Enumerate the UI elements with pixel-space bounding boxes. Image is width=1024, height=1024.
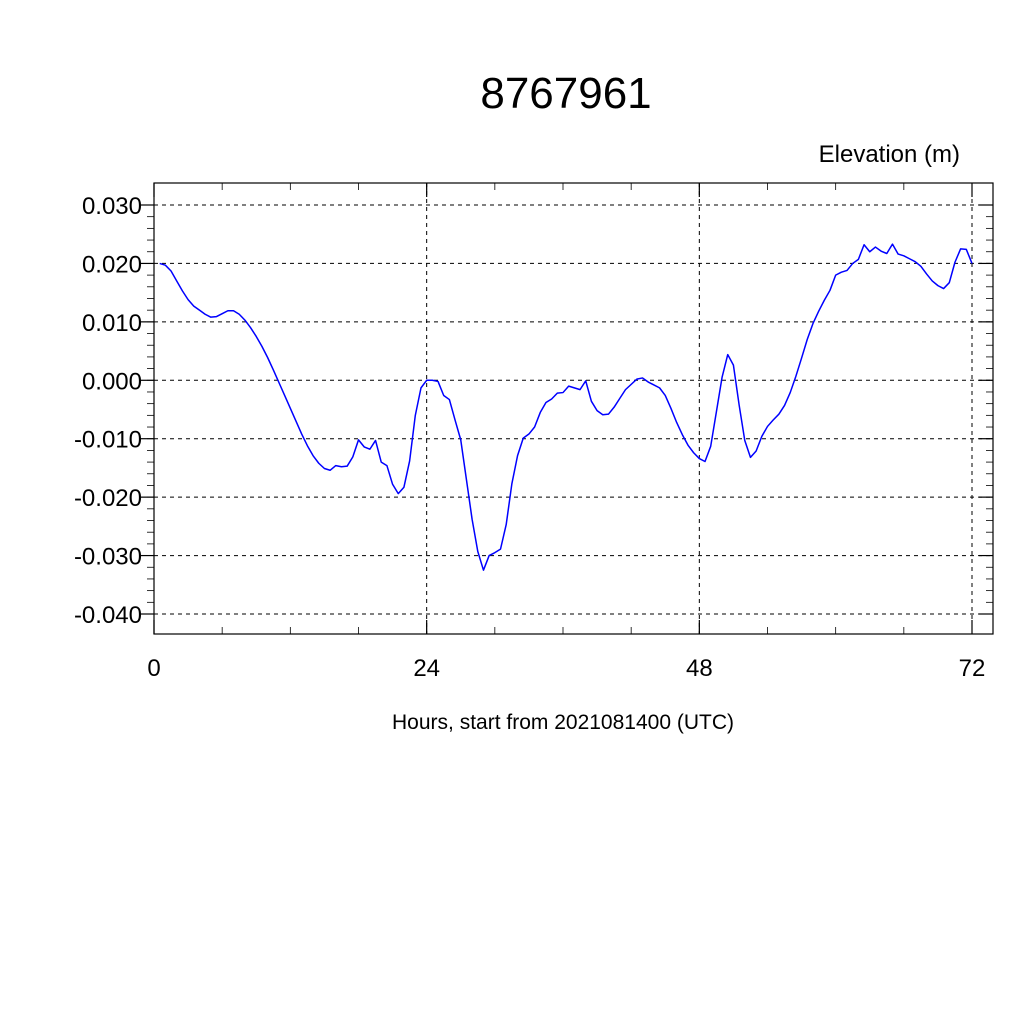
series-line [159, 243, 973, 571]
y-tick-label: -0.010 [74, 427, 142, 454]
x-tick-label: 72 [959, 655, 986, 682]
y-tick-label: -0.040 [74, 602, 142, 629]
series-layer [159, 243, 973, 571]
y-tick-label: -0.030 [74, 544, 142, 571]
x-axis-label: Hours, start from 2021081400 (UTC) [392, 711, 734, 734]
x-tick-label: 48 [686, 655, 713, 682]
tick-labels: -0.040 -0.030 -0.020 -0.010 0.000 0.010 0.020 0… [74, 193, 985, 682]
grid-lines [154, 183, 993, 634]
y-tick-label: 0.010 [82, 310, 142, 337]
axis-ticks [140, 183, 993, 634]
y-tick-label: 0.030 [82, 193, 142, 220]
y-tick-label: 0.000 [82, 368, 142, 395]
y-tick-label: 0.020 [82, 251, 142, 278]
y-axis-label: Elevation (m) [819, 141, 960, 168]
x-tick-label: 0 [147, 655, 160, 682]
plot-frame [153, 182, 994, 635]
x-tick-label: 24 [413, 655, 440, 682]
chart-title: 8767961 [480, 69, 651, 118]
y-tick-label: -0.020 [74, 485, 142, 512]
